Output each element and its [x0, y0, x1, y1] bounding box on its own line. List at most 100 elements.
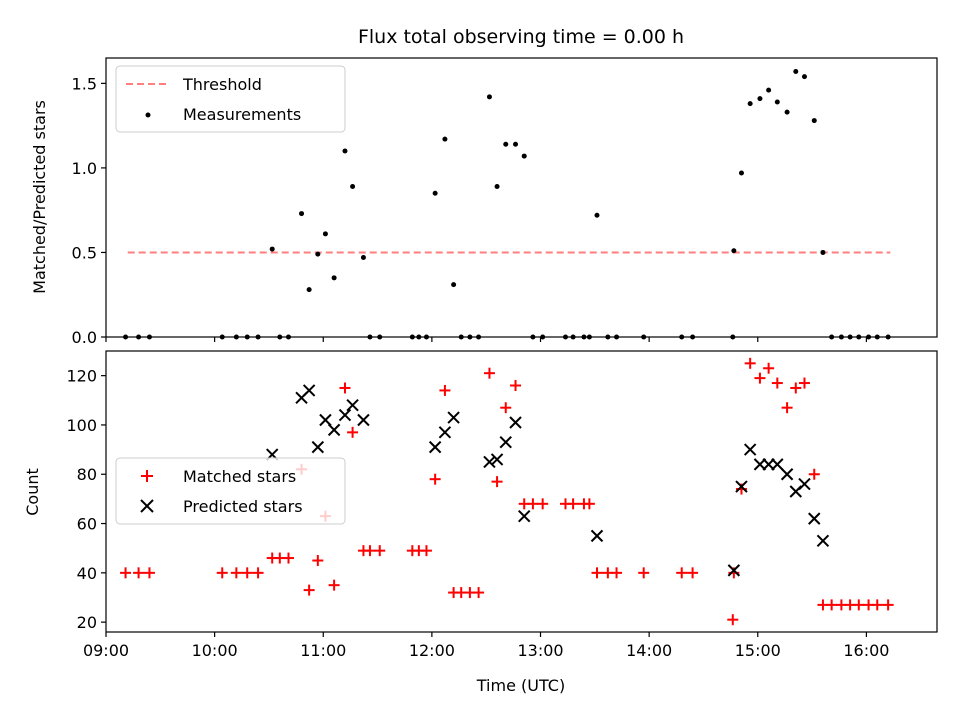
- matched-star-point: [591, 567, 603, 579]
- predicted-star-point: [490, 453, 504, 466]
- predicted-star-point: [798, 477, 811, 491]
- matched-star-point: [143, 567, 155, 579]
- matched-star-point: [638, 567, 650, 579]
- measurement-point: [269, 246, 275, 252]
- predicted-star-point: [327, 423, 341, 437]
- measurement-point: [360, 255, 366, 261]
- matched-star-point: [771, 377, 783, 389]
- predicted-star-point: [808, 512, 821, 525]
- matched-star-point: [754, 372, 766, 384]
- measurement-point: [350, 184, 356, 190]
- top-marks: [123, 69, 891, 340]
- matched-star-point: [727, 614, 739, 626]
- matched-star-point: [483, 367, 495, 379]
- matched-star-point: [491, 476, 503, 488]
- matched-star-point: [133, 567, 145, 579]
- matched-star-point: [687, 567, 699, 579]
- matched-star-point: [808, 468, 820, 480]
- top-panel: 0.0 0.5 1.0 1.5 Matched/Predicted stars Thr…: [30, 57, 938, 347]
- measurement-point: [738, 170, 744, 176]
- matched-star-point: [537, 498, 549, 510]
- matched-star-point: [798, 377, 810, 389]
- matched-star-point: [853, 599, 865, 611]
- bottom-legend-box: [115, 457, 346, 525]
- measurement-point: [784, 109, 790, 115]
- bottom-x-tick-label: 15:00: [735, 641, 781, 660]
- measurement-point: [820, 249, 826, 255]
- measurement-point: [766, 87, 772, 93]
- bottom-x-tick-label: 09:00: [83, 641, 129, 660]
- measurement-point: [757, 96, 763, 102]
- predicted-star-point: [518, 509, 531, 523]
- measurement-point: [342, 148, 348, 154]
- measurement-point: [594, 212, 600, 218]
- predicted-star-point: [735, 480, 748, 493]
- measurement-point: [494, 184, 500, 190]
- predicted-star-point: [816, 534, 830, 548]
- matched-star-point: [527, 498, 539, 510]
- measurement-point: [801, 74, 807, 80]
- top-y-tick-label: 1.5: [72, 74, 97, 93]
- predicted-star-point: [771, 458, 784, 471]
- measurement-point: [306, 287, 312, 293]
- matched-star-point: [871, 599, 883, 611]
- measurement-point: [315, 251, 321, 257]
- measurement-point: [442, 136, 448, 142]
- matched-star-point: [882, 599, 894, 611]
- matched-star-point: [500, 402, 512, 414]
- top-y-tick-label: 1.0: [72, 159, 97, 178]
- predicted-star-point: [311, 440, 325, 454]
- matched-star-point: [420, 545, 432, 557]
- matched-legend-marker: [141, 470, 153, 482]
- bottom-legend: Matched stars Predicted stars: [115, 457, 346, 525]
- predicted-star-point: [780, 468, 794, 481]
- measurement-point: [503, 141, 509, 147]
- predicted-star-point: [509, 416, 522, 429]
- top-axes-frame: [105, 57, 938, 338]
- bottom-y-tick-label: 100: [66, 416, 97, 435]
- bottom-x-tick-label: 13:00: [517, 641, 563, 660]
- predicted-star-point: [438, 426, 452, 439]
- matched-star-point: [611, 567, 623, 579]
- measurement-point: [299, 211, 305, 217]
- bottom-x-ticks: 09:00 10:00 11:00 12:00 13:00 14:00 15:00 16:00: [83, 632, 889, 660]
- x-axis-label: Time (UTC): [476, 676, 565, 695]
- bottom-y-tick-label: 20: [77, 613, 97, 632]
- matched-star-point: [303, 584, 315, 596]
- bottom-y-tick-label: 40: [77, 564, 97, 583]
- bottom-y-tick-label: 120: [66, 367, 97, 386]
- predicted-legend-marker: [140, 499, 154, 513]
- measurement-point: [331, 275, 337, 281]
- matched-star-point: [347, 426, 359, 438]
- measurement-point: [731, 248, 737, 254]
- matched-star-point: [216, 567, 228, 579]
- predicted-star-point: [338, 408, 352, 422]
- matched-legend-label: Matched stars: [183, 467, 296, 486]
- predicted-star-point: [357, 413, 370, 427]
- top-legend-box: [115, 65, 346, 133]
- predicted-star-point: [428, 440, 442, 454]
- predicted-star-point: [483, 455, 496, 469]
- predicted-star-point: [743, 443, 757, 456]
- predicted-star-point: [319, 413, 332, 427]
- top-y-axis-label: Matched/Predicted stars: [30, 100, 49, 294]
- matched-star-point: [282, 552, 294, 564]
- bottom-x-tick-label: 10:00: [192, 641, 238, 660]
- measurement-point: [811, 118, 817, 124]
- measurement-point: [486, 94, 492, 100]
- matched-star-point: [312, 555, 324, 567]
- chart-title: Flux total observing time = 0.00 h: [358, 26, 684, 48]
- matched-star-point: [567, 498, 579, 510]
- matched-star-point: [744, 357, 756, 369]
- matched-star-point: [763, 362, 775, 374]
- matched-star-point: [510, 380, 522, 392]
- bottom-x-tick-label: 11:00: [300, 641, 346, 660]
- matched-star-point: [374, 545, 386, 557]
- measurements-legend-label: Measurements: [183, 105, 301, 124]
- top-y-tick-label: 0.5: [72, 243, 97, 262]
- predicted-star-point: [590, 529, 604, 543]
- bottom-x-tick-label: 12:00: [409, 641, 455, 660]
- matched-star-point: [339, 382, 351, 394]
- matched-star-point: [252, 567, 264, 579]
- bottom-y-axis-label: Count: [23, 468, 42, 516]
